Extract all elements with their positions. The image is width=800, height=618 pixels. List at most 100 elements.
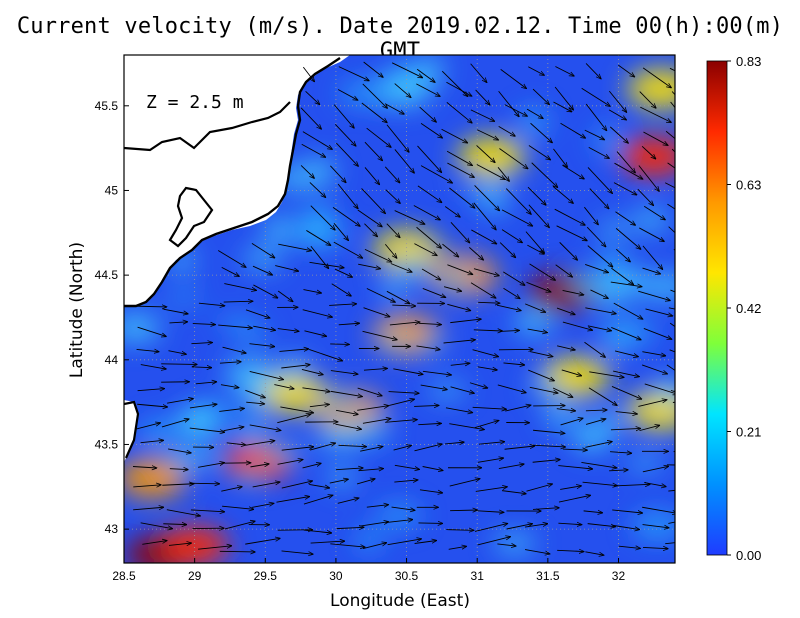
velocity-arrow <box>303 529 332 533</box>
speed-patch <box>328 467 356 487</box>
velocity-arrow <box>443 340 476 344</box>
velocity-arrow <box>191 367 212 368</box>
velocity-arrow <box>169 469 188 470</box>
velocity-arrow <box>167 448 191 453</box>
velocity-arrow <box>669 67 675 72</box>
velocity-arrow <box>639 425 659 432</box>
velocity-arrow <box>416 345 440 350</box>
velocity-arrow <box>275 265 298 272</box>
velocity-arrow <box>246 402 264 404</box>
velocity-arrow <box>362 419 391 424</box>
velocity-arrow <box>219 362 241 364</box>
velocity-arrow <box>664 182 675 189</box>
velocity-arrow <box>331 283 351 296</box>
velocity-arrow <box>472 349 499 357</box>
velocity-arrow <box>446 530 473 531</box>
velocity-arrow <box>245 389 265 397</box>
velocity-arrow <box>553 148 567 167</box>
velocity-arrow <box>302 387 330 392</box>
velocity-arrow <box>477 458 504 463</box>
velocity-arrow <box>249 424 281 431</box>
velocity-arrow <box>587 325 612 331</box>
velocity-arrow <box>641 145 656 159</box>
colorbar-tick-label: 0.63 <box>736 178 761 193</box>
velocity-arrow <box>384 166 399 183</box>
velocity-arrow <box>359 522 388 527</box>
colorbar-tick-label: 0.42 <box>736 301 761 316</box>
velocity-arrow <box>610 452 632 454</box>
velocity-arrow <box>554 208 585 225</box>
velocity-arrow <box>560 418 583 426</box>
velocity-arrow <box>224 283 256 291</box>
velocity-arrow <box>222 505 254 509</box>
velocity-arrow <box>469 247 483 260</box>
velocity-arrow <box>333 241 363 258</box>
velocity-arrow <box>416 226 442 248</box>
coastline <box>124 57 341 308</box>
velocity-arrow <box>450 363 470 365</box>
velocity-arrow <box>134 423 160 430</box>
velocity-arrow <box>388 392 419 394</box>
colorbar-ticks: 0.83 0.63 0.42 0.21 0.00 <box>727 54 761 563</box>
velocity-arrow <box>338 323 360 325</box>
speed-hotspot <box>259 373 328 414</box>
velocity-arrow <box>363 368 387 370</box>
speed-patch <box>177 407 219 439</box>
velocity-arrow <box>525 303 545 312</box>
velocity-arrow <box>362 543 387 550</box>
velocity-arrow <box>169 322 187 323</box>
velocity-arrow <box>218 324 252 328</box>
velocity-arrow <box>357 387 382 396</box>
velocity-arrow <box>366 127 391 147</box>
velocity-arrow <box>558 523 581 524</box>
velocity-arrow <box>616 248 630 262</box>
velocity-arrow <box>562 290 584 294</box>
velocity-arrow <box>474 523 508 532</box>
velocity-arrow <box>532 445 566 447</box>
velocity-arrow <box>222 346 247 353</box>
velocity-arrow <box>245 441 275 446</box>
velocity-arrow <box>392 305 415 306</box>
velocity-arrow <box>610 428 641 429</box>
speed-patch <box>428 383 466 398</box>
velocity-arrow <box>191 342 212 343</box>
velocity-arrow <box>609 470 628 471</box>
velocity-arrow <box>163 308 188 314</box>
velocity-arrow <box>532 508 559 510</box>
velocity-arrow <box>555 66 574 76</box>
speed-patch <box>632 209 669 232</box>
velocity-arrow <box>309 443 335 451</box>
velocity-arrow <box>497 384 526 393</box>
velocity-arrow <box>556 409 576 411</box>
velocity-arrow <box>198 546 232 550</box>
velocity-arrow <box>441 70 467 96</box>
velocity-arrow <box>556 225 588 241</box>
velocity-arrow <box>611 327 641 339</box>
velocity-arrow <box>330 344 349 345</box>
velocity-arrow <box>527 328 548 332</box>
y-axis-ticks: 43 43.5 44 44.5 45 45.5 <box>95 99 129 536</box>
velocity-arrow <box>414 541 437 544</box>
velocity-arrow <box>253 284 277 298</box>
velocity-arrow <box>638 400 667 407</box>
speed-hotspot <box>160 526 229 563</box>
velocity-arrow <box>280 406 313 413</box>
velocity-arrow <box>277 328 299 332</box>
speed-patch <box>459 184 493 198</box>
velocity-arrow <box>504 446 535 450</box>
velocity-arrow <box>674 426 675 428</box>
speed-patch <box>339 81 395 105</box>
velocity-arrow <box>529 351 553 357</box>
speed-patch <box>290 217 346 246</box>
speed-patch <box>224 358 277 390</box>
velocity-arrow <box>251 242 275 258</box>
speed-patch <box>382 275 403 301</box>
velocity-arrow <box>223 301 253 302</box>
velocity-arrow <box>613 370 639 377</box>
velocity-arrow <box>362 83 388 108</box>
velocity-arrow <box>668 521 675 524</box>
velocity-arrow <box>638 290 670 300</box>
velocity-arrow <box>137 403 167 407</box>
velocity-arrow <box>524 549 550 554</box>
velocity-arrow <box>142 541 167 545</box>
